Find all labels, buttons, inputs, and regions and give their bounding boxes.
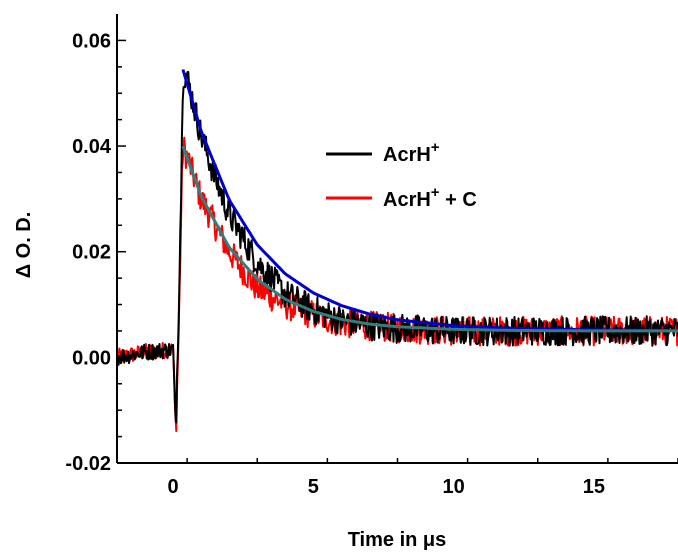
- y-tick-label: 0.04: [72, 136, 112, 158]
- x-axis-title: Time in μs: [348, 529, 447, 551]
- legend-label-acrh: AcrH+: [383, 139, 440, 166]
- x-tick-label: 5: [308, 476, 319, 498]
- x-axis: 0 5 10 15: [116, 458, 678, 498]
- plot-area: [116, 69, 678, 433]
- x-tick-label: 10: [442, 476, 464, 498]
- y-axis: -0.02 0.00 0.02 0.04 0.06: [65, 14, 126, 475]
- legend-entry-acrh: AcrH+: [326, 139, 440, 166]
- y-tick-label: 0.00: [72, 347, 111, 369]
- fit-line-teal: [181, 145, 678, 333]
- y-axis-title: Δ O. D.: [13, 212, 35, 279]
- series-line-acrh: [116, 71, 678, 424]
- x-tick-label: 15: [583, 476, 605, 498]
- legend-entry-acrh-c: AcrH+ + C: [326, 184, 477, 211]
- x-tick-label: 0: [168, 476, 179, 498]
- y-tick-label: 0.02: [72, 242, 111, 264]
- y-tick-label: 0.06: [72, 30, 111, 52]
- legend-label-acrh-c: AcrH+ + C: [383, 184, 477, 211]
- series-line-acrh-c: [116, 136, 678, 433]
- y-tick-label: -0.02: [65, 453, 111, 475]
- legend: AcrH+ AcrH+ + C: [326, 139, 477, 211]
